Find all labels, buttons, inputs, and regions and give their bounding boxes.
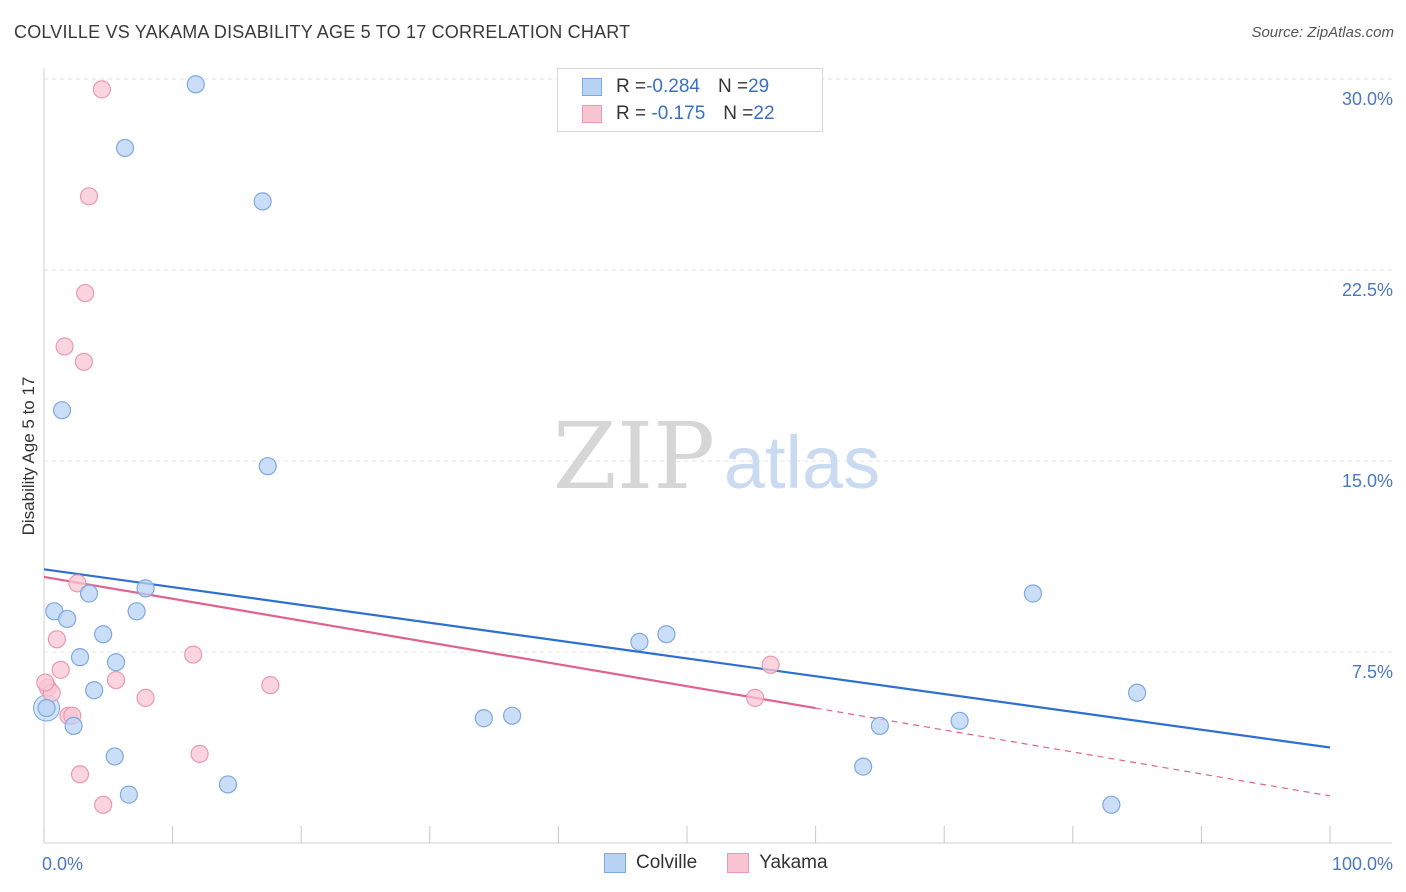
legend-swatch-yakama xyxy=(727,853,750,873)
data-point-colville xyxy=(127,602,146,621)
data-point-colville xyxy=(58,609,77,629)
trend-line-colville xyxy=(43,568,1331,749)
data-point-colville xyxy=(136,579,155,598)
x-tick-label: 100.0% xyxy=(1332,854,1393,874)
data-point-yakama xyxy=(70,765,90,784)
legend-r-label: R = xyxy=(616,103,647,124)
data-point-colville xyxy=(657,625,676,644)
legend-row-yakama: R = -0.175 N = 22 xyxy=(582,102,775,126)
data-point-colville xyxy=(70,648,90,667)
axes xyxy=(43,68,1392,844)
legend-n-label: N = xyxy=(723,103,754,124)
legend-label-colville: Colville xyxy=(636,852,698,873)
legend-r-value: -0.284 xyxy=(646,76,700,97)
data-point-colville xyxy=(105,747,124,766)
data-point-colville xyxy=(52,401,72,420)
y-axis-label: Disability Age 5 to 17 xyxy=(19,377,38,536)
x-tick-label: 0.0% xyxy=(42,854,83,874)
data-point-colville xyxy=(37,698,56,718)
data-point-colville xyxy=(186,75,205,94)
legend-swatch-colville xyxy=(604,853,626,873)
data-point-colville xyxy=(1127,683,1147,702)
data-point-yakama xyxy=(761,655,780,674)
legend-item-yakama[interactable]: Yakama xyxy=(727,852,828,874)
data-point-yakama xyxy=(184,645,203,664)
axis-labels: 7.5% 15.0% 22.5% 30.0% 0.0% 100.0% Disability … xyxy=(19,89,1393,874)
data-points xyxy=(33,75,1147,814)
legend-row-colville: R = -0.284 N = 29 xyxy=(582,75,769,99)
y-tick-label: 7.5% xyxy=(1352,662,1393,682)
data-point-colville xyxy=(1102,795,1121,814)
data-point-yakama xyxy=(190,744,209,763)
data-point-colville xyxy=(253,192,272,211)
data-point-yakama xyxy=(92,80,111,99)
data-point-colville xyxy=(94,625,113,644)
watermark-atlas: atlas xyxy=(724,421,880,504)
legend-item-colville[interactable]: Colville xyxy=(604,852,697,874)
data-point-colville xyxy=(870,716,890,735)
data-point-colville xyxy=(106,653,126,672)
data-point-yakama xyxy=(74,352,93,371)
legend-n-value: 29 xyxy=(748,76,770,97)
chart-title: COLVILLE VS YAKAMA DISABILITY AGE 5 TO 1… xyxy=(14,22,631,42)
source-label: Source: ZipAtlas.com xyxy=(1251,24,1394,41)
data-point-colville xyxy=(115,138,135,158)
data-point-yakama xyxy=(55,337,74,356)
grid-lines xyxy=(44,78,1392,653)
data-point-colville xyxy=(503,706,522,725)
data-point-colville xyxy=(630,632,649,651)
data-point-yakama xyxy=(47,630,66,649)
legend-r-label: R = xyxy=(616,76,647,97)
data-point-colville xyxy=(119,785,138,804)
data-point-colville xyxy=(474,709,493,728)
data-point-colville xyxy=(258,457,277,476)
trend-lines xyxy=(43,568,1331,797)
data-point-yakama xyxy=(68,574,87,593)
watermark-zip: ZIP xyxy=(553,403,715,510)
data-point-yakama xyxy=(76,283,95,303)
trend-line-yakama xyxy=(43,575,816,710)
data-point-colville xyxy=(950,711,969,730)
legend-n-value: 22 xyxy=(753,103,775,124)
data-point-colville xyxy=(218,775,237,794)
watermark: ZIP atlas xyxy=(553,403,880,510)
stats-legend: R = -0.284 N = 29 R = -0.175 N = 22 xyxy=(557,68,823,132)
data-point-yakama xyxy=(36,673,55,692)
data-point-colville xyxy=(79,584,99,603)
data-point-yakama xyxy=(94,795,113,814)
legend-n-label: N = xyxy=(717,76,749,97)
data-point-colville xyxy=(64,716,83,735)
data-point-colville xyxy=(1023,584,1043,603)
data-point-yakama xyxy=(79,187,99,206)
legend-label-yakama: Yakama xyxy=(759,852,828,873)
legend-r-value: -0.175 xyxy=(646,103,706,124)
data-point-yakama xyxy=(746,688,765,707)
y-tick-label: 30.0% xyxy=(1342,89,1393,109)
series-legend: Colville Yakama xyxy=(604,852,858,874)
data-point-colville xyxy=(854,757,873,776)
data-point-yakama xyxy=(106,670,126,690)
y-tick-label: 15.0% xyxy=(1342,471,1393,491)
legend-swatch-colville xyxy=(582,78,602,96)
data-point-yakama xyxy=(261,676,280,695)
y-tick-label: 22.5% xyxy=(1342,280,1393,300)
legend-swatch-yakama xyxy=(582,105,602,123)
data-point-yakama xyxy=(51,660,70,679)
data-point-yakama xyxy=(136,688,155,707)
trend-line-yakama-extension xyxy=(815,707,1331,797)
data-point-colville xyxy=(85,681,104,700)
